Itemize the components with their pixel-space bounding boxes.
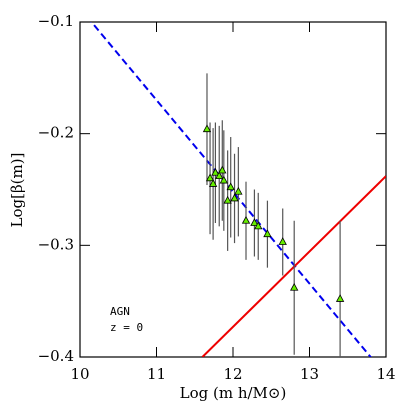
plot-area (90, 22, 386, 357)
data-point (250, 218, 259, 226)
data-point (290, 282, 299, 291)
data-point (234, 186, 243, 195)
data-point (226, 182, 235, 191)
data-point (263, 229, 272, 238)
annotation: AGN (110, 305, 130, 318)
y-tick-label: −0.3 (38, 235, 74, 253)
data-point (241, 215, 251, 224)
data-point (335, 294, 345, 302)
data-point (254, 221, 263, 230)
data-point (230, 193, 239, 202)
data-point (278, 237, 287, 245)
x-tick-label: 13 (300, 365, 319, 383)
data-point (218, 165, 227, 174)
data-point (205, 173, 215, 182)
fit-line (90, 22, 372, 357)
y-tick-label: −0.2 (38, 124, 74, 142)
x-tick-label: 14 (376, 365, 395, 383)
x-tick-label: 11 (147, 365, 166, 383)
y-tick-label: −0.4 (38, 347, 74, 365)
annotation: z = 0 (110, 321, 143, 334)
y-tick-label: −0.1 (38, 12, 74, 30)
data-point (211, 167, 220, 176)
x-tick-label: 10 (70, 365, 89, 383)
data-point (223, 195, 232, 204)
x-tick-label: 12 (223, 365, 242, 383)
data-point (208, 179, 218, 187)
data-point (202, 124, 212, 133)
x-axis-label: Log (m h/M⊙) (180, 384, 287, 402)
y-axis-label: Log[β(m)] (8, 153, 26, 228)
data-point (215, 171, 224, 179)
data-point (219, 175, 228, 184)
